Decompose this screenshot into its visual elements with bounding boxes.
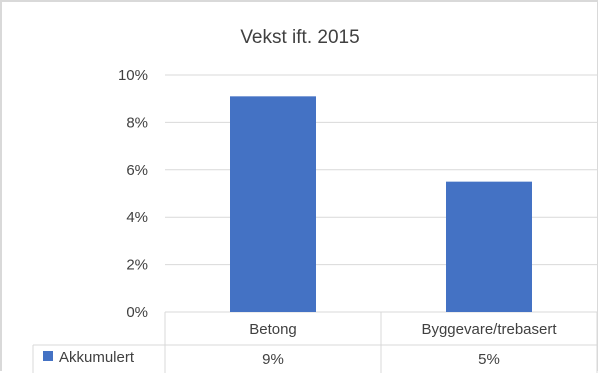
legend-label: Akkumulert (59, 349, 135, 366)
table-value: 9% (262, 351, 284, 368)
y-tick-label: 8% (126, 114, 148, 131)
category-label: Betong (249, 321, 297, 338)
y-tick-label: 10% (118, 67, 148, 84)
bar-1 (230, 96, 316, 312)
y-tick-label: 0% (126, 304, 148, 321)
category-label: Byggevare/trebasert (421, 321, 557, 338)
y-tick-label: 2% (126, 257, 148, 274)
y-tick-label: 6% (126, 162, 148, 179)
chart-title: Vekst ift. 2015 (240, 27, 360, 48)
y-tick-label: 4% (126, 209, 148, 226)
legend-swatch (43, 351, 53, 361)
bar-2 (446, 181, 532, 312)
table-value: 5% (478, 351, 500, 368)
